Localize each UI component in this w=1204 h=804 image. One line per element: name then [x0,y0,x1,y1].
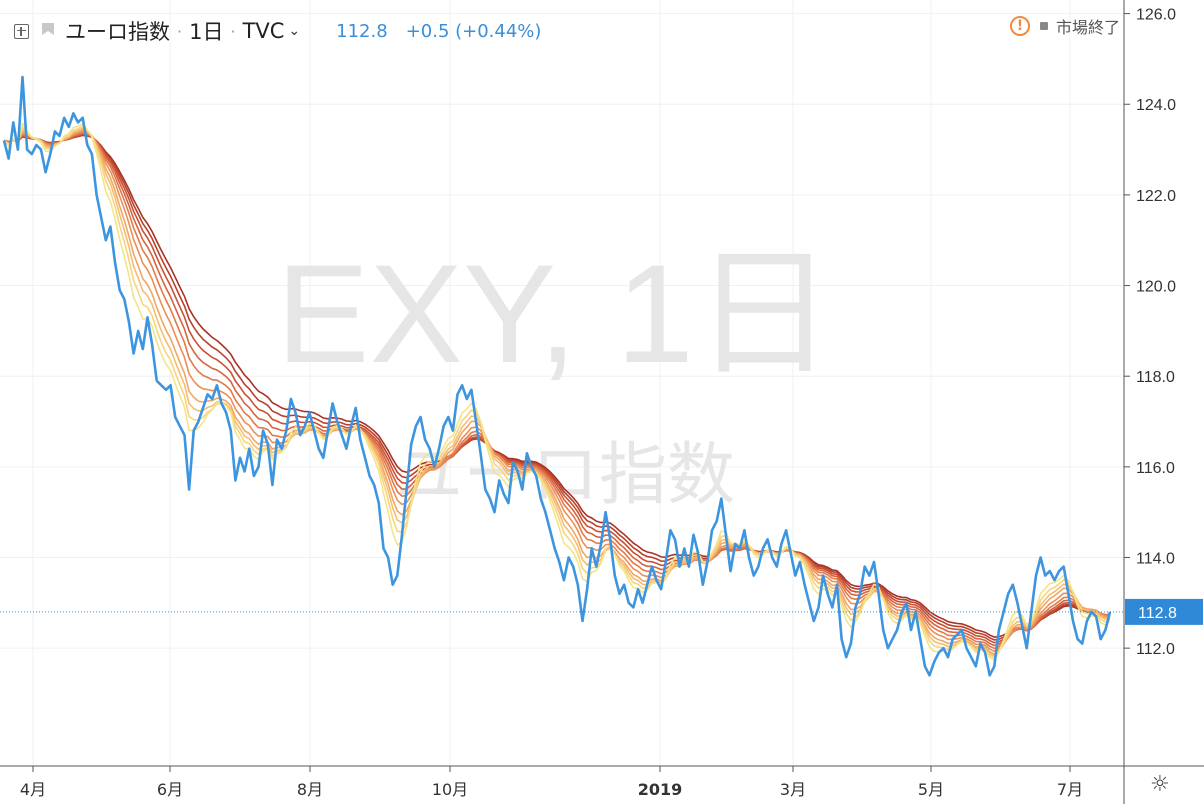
chevron-down-icon[interactable]: ⌄ [288,23,301,39]
exchange-label[interactable]: TVC [242,19,285,43]
market-status[interactable]: ! 市場終了 [1009,14,1120,38]
x-tick-label: 6月 [157,780,183,799]
header-price: 112.8 [336,20,388,42]
y-tick-label: 114.0 [1136,551,1175,568]
x-tick-label: 7月 [1057,780,1083,799]
x-tick-label: 4月 [20,780,46,799]
y-tick-label: 112.0 [1136,641,1175,658]
x-tick-label: 8月 [297,780,323,799]
warning-icon[interactable]: ! [1009,16,1030,36]
last-price-tag-label: 112.8 [1138,605,1177,622]
price-series[interactable] [2,75,1112,677]
ma-line [3,132,1111,647]
ma-line [3,134,1111,638]
y-tick-label: 126.0 [1136,7,1176,24]
watermark-symbol: EXY, 1日 [276,235,834,392]
x-tick-label: 2019 [638,780,683,799]
chart-header: ユーロ指数 · 1日 · TVC ⌄ 112.8 +0.5 (+0.44%) [14,14,541,48]
header-change: +0.5 (+0.44%) [405,20,542,42]
expand-icon[interactable] [14,23,29,39]
separator-dot: · [177,21,183,41]
x-tick-label: 5月 [918,780,944,799]
ma-line [3,127,1111,657]
ma-line [3,134,1111,641]
ma-ribbon [3,121,1111,662]
y-tick-label: 124.0 [1136,97,1176,114]
last-price-tag [1125,598,1203,625]
interval-label[interactable]: 1日 [189,20,224,44]
last-price-line: 112.8 [0,598,1203,625]
ma-line [3,128,1111,655]
y-tick-label: 122.0 [1136,188,1176,205]
ma-line [3,121,1111,662]
y-tick-label: 120.0 [1136,279,1176,296]
y-tick-label: 116.0 [1136,460,1175,477]
settings-gear-icon[interactable]: ☼ [1150,772,1170,797]
x-tick-label: 3月 [780,780,806,799]
separator-dot: · [230,21,236,41]
y-tick-label: 118.0 [1136,369,1175,386]
price-line [2,75,1112,677]
x-tick-label: 10月 [432,780,468,799]
ma-line [3,125,1111,659]
ma-line [3,130,1111,653]
status-square-icon [1039,22,1048,30]
flag-icon [42,23,54,35]
ma-line [3,133,1111,644]
instrument-name[interactable]: ユーロ指数 [65,20,170,44]
ma-line [3,131,1111,650]
market-status-label: 市場終了 [1055,18,1120,37]
